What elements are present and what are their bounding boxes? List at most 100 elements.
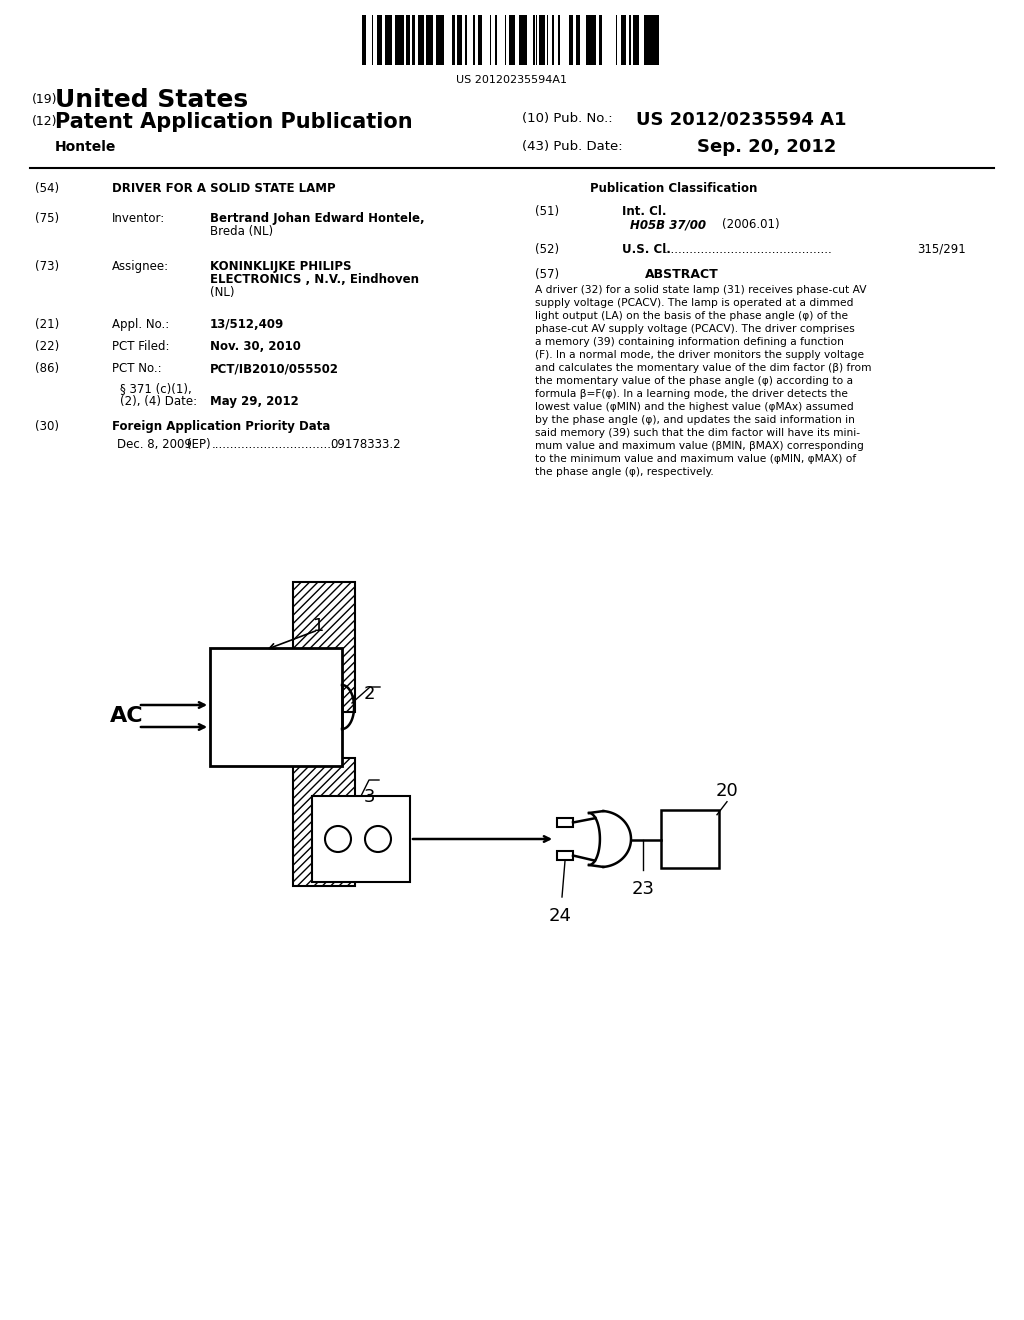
Text: (73): (73): [35, 260, 59, 273]
Text: ABSTRACT: ABSTRACT: [645, 268, 719, 281]
Text: 20: 20: [716, 781, 738, 800]
Bar: [656, 15, 658, 65]
Bar: [624, 15, 626, 65]
Text: (F). In a normal mode, the driver monitors the supply voltage: (F). In a normal mode, the driver monito…: [535, 350, 864, 360]
Text: Hontele: Hontele: [55, 140, 117, 154]
Text: .............................................: ........................................…: [664, 243, 833, 256]
Bar: [521, 15, 524, 65]
Bar: [660, 809, 719, 867]
Text: PCT Filed:: PCT Filed:: [112, 341, 170, 352]
Text: Appl. No.:: Appl. No.:: [112, 318, 169, 331]
Text: KONINKLIJKE PHILIPS: KONINKLIJKE PHILIPS: [210, 260, 351, 273]
Text: US 20120235594A1: US 20120235594A1: [457, 75, 567, 84]
Text: and calculates the momentary value of the dim factor (β) from: and calculates the momentary value of th…: [535, 363, 871, 374]
Bar: [293, 758, 355, 886]
Text: (NL): (NL): [210, 286, 234, 300]
Text: DRIVER FOR A SOLID STATE LAMP: DRIVER FOR A SOLID STATE LAMP: [112, 182, 336, 195]
Bar: [312, 796, 410, 882]
Text: § 371 (c)(1),: § 371 (c)(1),: [120, 381, 191, 395]
Bar: [395, 15, 397, 65]
Bar: [478, 15, 481, 65]
Text: (21): (21): [35, 318, 59, 331]
Text: 24: 24: [549, 907, 571, 925]
Text: (52): (52): [535, 243, 559, 256]
Bar: [539, 15, 542, 65]
Bar: [441, 15, 444, 65]
Bar: [651, 15, 654, 65]
Bar: [465, 15, 467, 65]
Bar: [534, 15, 535, 65]
Bar: [398, 15, 400, 65]
Bar: [362, 15, 365, 65]
Bar: [210, 648, 342, 766]
Bar: [644, 15, 647, 65]
Bar: [633, 15, 636, 65]
Text: said memory (39) such that the dim factor will have its mini-: said memory (39) such that the dim facto…: [535, 428, 860, 438]
Bar: [400, 15, 402, 65]
Bar: [436, 15, 438, 65]
Text: 09178333.2: 09178333.2: [330, 438, 400, 451]
Text: Bertrand Johan Edward Hontele,: Bertrand Johan Edward Hontele,: [210, 213, 425, 224]
Text: (75): (75): [35, 213, 59, 224]
Bar: [519, 15, 521, 65]
Text: (12): (12): [32, 115, 57, 128]
Text: .................................: .................................: [212, 438, 336, 451]
Text: Foreign Application Priority Data: Foreign Application Priority Data: [112, 420, 331, 433]
Bar: [621, 15, 624, 65]
Text: PCT/IB2010/055502: PCT/IB2010/055502: [210, 362, 339, 375]
Text: (10) Pub. No.:: (10) Pub. No.:: [522, 112, 612, 125]
Bar: [377, 15, 379, 65]
Bar: [557, 851, 573, 861]
Text: (EP): (EP): [187, 438, 211, 451]
Text: to the minimum value and maximum value (φMIN, φMAX) of: to the minimum value and maximum value (…: [535, 454, 856, 465]
Bar: [511, 15, 513, 65]
Bar: [636, 15, 639, 65]
Text: 2: 2: [364, 685, 376, 704]
Text: U.S. Cl.: U.S. Cl.: [622, 243, 671, 256]
Text: formula β=F(φ). In a learning mode, the driver detects the: formula β=F(φ). In a learning mode, the …: [535, 389, 848, 399]
Text: a memory (39) containing information defining a function: a memory (39) containing information def…: [535, 337, 844, 347]
Text: the momentary value of the phase angle (φ) according to a: the momentary value of the phase angle (…: [535, 376, 853, 385]
Text: United States: United States: [55, 88, 248, 112]
Text: phase-cut AV supply voltage (PCACV). The driver comprises: phase-cut AV supply voltage (PCACV). The…: [535, 323, 855, 334]
Text: lowest value (φMIN) and the highest value (φMAx) assumed: lowest value (φMIN) and the highest valu…: [535, 403, 854, 412]
Text: Nov. 30, 2010: Nov. 30, 2010: [210, 341, 301, 352]
Bar: [293, 582, 355, 711]
Bar: [589, 15, 592, 65]
Bar: [654, 15, 656, 65]
Text: Int. Cl.: Int. Cl.: [622, 205, 667, 218]
Bar: [402, 15, 404, 65]
Bar: [495, 15, 497, 65]
Bar: [457, 15, 460, 65]
Bar: [418, 15, 421, 65]
Bar: [385, 15, 388, 65]
Bar: [408, 15, 410, 65]
Text: mum value and maximum value (βMIN, βMAX) corresponding: mum value and maximum value (βMIN, βMAX)…: [535, 441, 864, 451]
Text: May 29, 2012: May 29, 2012: [210, 395, 299, 408]
Bar: [557, 818, 573, 828]
Text: by the phase angle (φ), and updates the said information in: by the phase angle (φ), and updates the …: [535, 414, 855, 425]
Text: PCT No.:: PCT No.:: [112, 362, 162, 375]
Text: 13/512,409: 13/512,409: [210, 318, 285, 331]
Text: 315/291: 315/291: [918, 243, 966, 256]
Bar: [648, 15, 651, 65]
Text: 1: 1: [313, 616, 325, 635]
Bar: [593, 15, 595, 65]
Text: (2006.01): (2006.01): [722, 218, 779, 231]
Text: AC: AC: [110, 706, 143, 726]
Text: (2), (4) Date:: (2), (4) Date:: [120, 395, 198, 408]
Bar: [509, 15, 511, 65]
Bar: [426, 15, 429, 65]
Text: (19): (19): [32, 92, 57, 106]
Bar: [460, 15, 462, 65]
Text: supply voltage (PCACV). The lamp is operated at a dimmed: supply voltage (PCACV). The lamp is oper…: [535, 298, 853, 308]
Text: (43) Pub. Date:: (43) Pub. Date:: [522, 140, 623, 153]
Text: (57): (57): [535, 268, 559, 281]
Text: H05B 37/00: H05B 37/00: [630, 218, 706, 231]
Bar: [429, 15, 431, 65]
Bar: [599, 15, 602, 65]
Bar: [421, 15, 424, 65]
Text: 23: 23: [632, 879, 654, 898]
Text: the phase angle (φ), respectively.: the phase angle (φ), respectively.: [535, 467, 714, 477]
Text: (54): (54): [35, 182, 59, 195]
